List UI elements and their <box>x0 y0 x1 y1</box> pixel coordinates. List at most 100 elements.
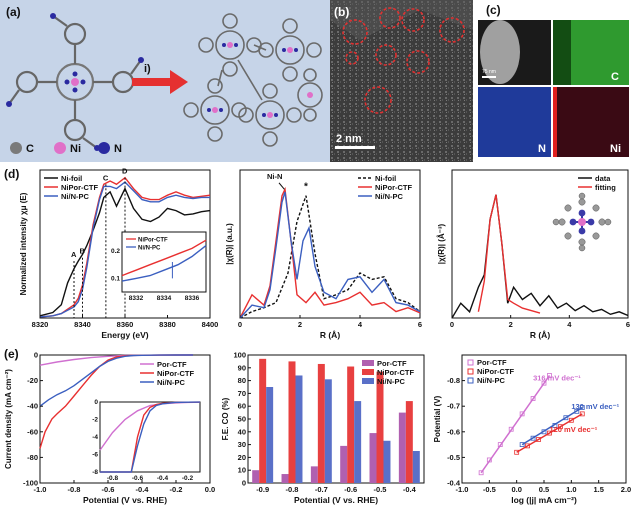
panel-b-tag: (b) <box>334 5 349 19</box>
lsv-inset-y-tick-label: -4 <box>92 434 98 441</box>
fe-y-tick-label: 10 <box>238 466 246 475</box>
tafel-legend-label: Por-CTF <box>477 358 507 367</box>
single-atom-markers <box>342 7 465 114</box>
eds-tile-ni <box>553 87 629 157</box>
legend-n-label: N <box>114 143 122 155</box>
fe-bar-nipor-ctf <box>405 401 413 483</box>
xanes-inset-legend-label: Ni/N-PC <box>138 246 161 252</box>
tafel-point-nipor-ctf <box>579 411 585 417</box>
fe-x-tick-label: -0.6 <box>344 485 357 494</box>
xanes-marker-label: C <box>103 173 109 182</box>
eds-tile-n <box>478 87 551 157</box>
tafel-point-nipor-ctf <box>525 443 530 449</box>
tafel-point-por-ctf <box>478 470 484 476</box>
fe-bar-por-ctf <box>252 470 260 483</box>
tafel-x-tick-label: -0.5 <box>483 485 496 494</box>
lsv-x-tick-label: -0.2 <box>170 485 183 494</box>
fe-bar-nipor-ctf <box>376 371 384 483</box>
fitting-x-axis-label: R (Å) <box>530 330 550 340</box>
fe-bar-ni-n-pc <box>266 387 274 483</box>
fe-bar-ni-n-pc <box>354 401 362 483</box>
exafs-ni-n-annotation: Ni-N <box>267 172 282 181</box>
fitting-legend-label: data <box>595 174 611 183</box>
lsv-inset-y-tick-label: -8 <box>92 469 98 476</box>
tafel-fit-line-0 <box>480 375 551 474</box>
fe-bar-nipor-ctf <box>347 366 355 483</box>
fe-legend-swatch <box>362 360 374 366</box>
fe-y-tick-label: 50 <box>238 415 246 424</box>
panel-a-tag: (a) <box>6 5 21 19</box>
lsv-legend-label: Ni/N-PC <box>157 378 186 387</box>
molecule-carbon-atom <box>604 218 612 226</box>
molecule-carbon-atom <box>592 204 600 212</box>
tafel-slope-annotation: 130 mV dec⁻¹ <box>571 402 619 411</box>
molecule-nitrogen-atom <box>578 227 586 235</box>
fe-bar-por-ctf <box>340 445 348 483</box>
nitrogen-atom-icon <box>98 142 110 154</box>
xanes-x-tick-label: 8400 <box>202 320 219 329</box>
fe-bar-ni-n-pc <box>383 440 391 483</box>
exafs-star-annotation: * <box>304 181 308 192</box>
chart-layer: 8320 8340 8360 8380 8400 Energy (eV) Normalize… <box>4 167 631 505</box>
tafel-legend-swatch <box>467 359 474 366</box>
tafel-y-tick-label: -0.4 <box>447 479 461 488</box>
tafel-point-por-ctf <box>541 380 547 386</box>
exafs-legend-label: NiPor-CTF <box>375 183 412 192</box>
eds-scale-label: 75 nm <box>482 69 496 75</box>
tafel-fit-line-1 <box>516 413 583 453</box>
lsv-inset-series-ni-n-pc <box>100 401 201 473</box>
fe-bar-ni-n-pc <box>324 379 332 483</box>
tafel-legend-swatch <box>467 377 474 384</box>
xanes-x-axis-label: Energy (eV) <box>101 330 148 340</box>
tafel-point-nipor-ctf <box>536 437 541 442</box>
molecule-carbon-atom <box>578 244 586 252</box>
panel-c: (c) 75 nm C N Ni <box>473 0 633 162</box>
exafs-legend-label: Ni-foil <box>375 174 396 183</box>
fe-bar-nipor-ctf <box>317 363 325 483</box>
xanes-series-ni-foil <box>39 186 211 317</box>
tafel-x-tick-label: -1.0 <box>456 485 469 494</box>
fe-bar-por-ctf <box>369 433 377 483</box>
xanes-marker-label: A <box>71 250 77 259</box>
lsv-y-axis-label: Current density (mA cm⁻²) <box>4 369 13 469</box>
exafs-x-tick-label: 4 <box>358 320 363 329</box>
xanes-inset-series-nipor-ctf <box>121 239 207 277</box>
molecule-nitrogen-atom <box>587 218 595 226</box>
eds-ni-label: Ni <box>610 143 621 155</box>
lsv-x-axis-label: Potential (V vs. RHE) <box>83 495 167 505</box>
tafel-x-tick-label: 2.0 <box>621 485 631 494</box>
lsv-x-tick-label: 0.0 <box>205 485 215 494</box>
lsv-inset-y-tick-label: 0 <box>94 399 98 406</box>
tafel-point-nipor-ctf <box>558 424 563 430</box>
framework-structure-icon <box>183 13 323 147</box>
molecule-nitrogen-atom <box>578 209 586 217</box>
lsv-inset-x-tick-label: -0.4 <box>157 475 169 482</box>
xanes-legend-label: Ni/N-PC <box>61 192 90 201</box>
tafel-point-ni-n-pc <box>579 405 585 410</box>
exafs-x-axis-label: R (Å) <box>320 330 340 340</box>
molecule-carbon-atom <box>592 232 600 240</box>
xanes-x-tick-label: 8360 <box>117 320 134 329</box>
exafs-legend-label: Ni/N-PC <box>375 192 404 201</box>
lsv-legend-label: Por-CTF <box>157 360 187 369</box>
panel-c-tag: (c) <box>486 3 501 17</box>
tafel-point-por-ctf <box>530 396 536 401</box>
xanes-x-tick-label: 8340 <box>74 320 91 329</box>
tafel-point-por-ctf <box>519 411 525 417</box>
fe-legend-label: Por-CTF <box>377 359 407 368</box>
xanes-inset-y-tick-label: 0.2 <box>111 248 120 255</box>
molecule-carbon-atom <box>578 198 586 206</box>
tafel-point-nipor-ctf <box>547 430 552 436</box>
tafel-legend-label: Ni/N-PC <box>477 376 506 385</box>
fe-x-tick-label: -0.7 <box>315 485 328 494</box>
tafel-y-tick-label: -0.7 <box>447 402 460 411</box>
xanes-inset-frame <box>121 231 207 293</box>
lsv-x-tick-label: -1.0 <box>34 485 47 494</box>
fe-legend-label: NiPor-CTF <box>377 368 414 377</box>
xanes-inset-series-ni-n-pc <box>121 245 207 282</box>
xanes-marker-label: B <box>80 247 86 256</box>
lsv-y-tick-label: -20 <box>27 376 38 385</box>
legend-c-label: C <box>26 143 34 155</box>
fitting-x-tick-label: 0 <box>450 320 454 329</box>
